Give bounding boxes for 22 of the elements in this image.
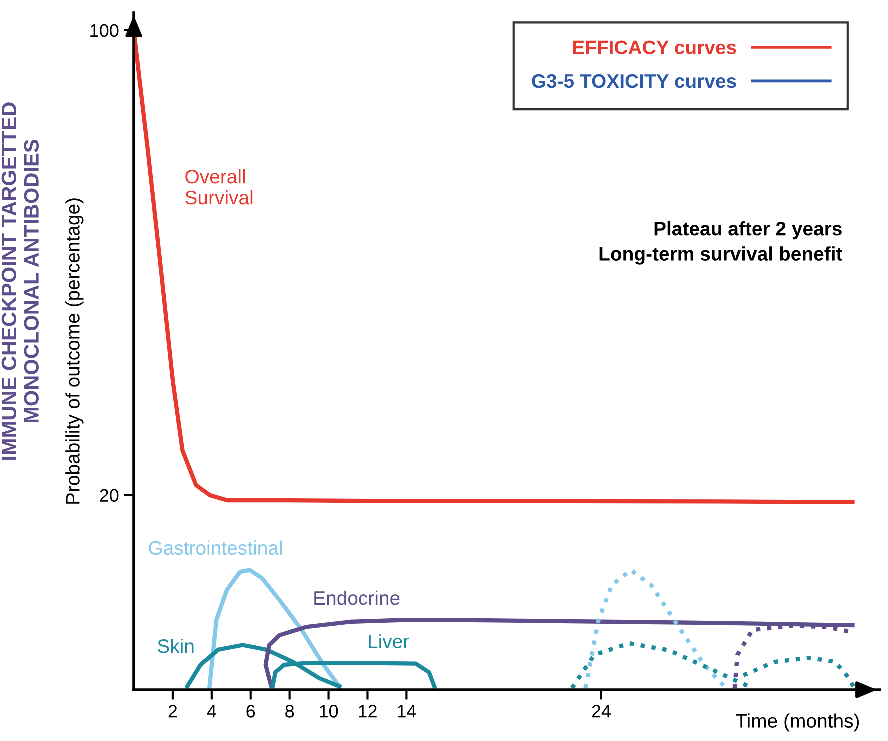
text: IMMUNE CHECKPOINT TARGETTED MONOCLONAL ANTIBODIES <box>2 102 40 460</box>
x-axis-title: Time (months) <box>736 714 860 732</box>
y-tick-label: 20 <box>100 489 119 502</box>
y-tick-label: 100 <box>90 24 119 38</box>
y-axis-title: Probability of outcome (percentage) <box>66 198 84 504</box>
series-label: Overall Survival <box>186 169 253 205</box>
legend-label: EFFICACY curves <box>573 40 736 55</box>
x-tick-label: 4 <box>207 705 216 718</box>
x-tick-label: 2 <box>168 705 178 718</box>
line-series <box>264 618 855 688</box>
x-tick-label: 12 <box>359 705 377 718</box>
x-tick-label: 10 <box>320 705 338 718</box>
x-tick-label: 24 <box>592 705 611 718</box>
legend-label: G3-5 TOXICITY curves <box>532 74 736 88</box>
x-tick-label: 14 <box>398 705 416 718</box>
annotation: Plateau after 2 years Long-term survival benefit <box>600 221 842 265</box>
x-tick-label: 6 <box>246 705 256 718</box>
series-label: Liver <box>369 634 410 649</box>
series-label: Gastrointestinal <box>149 540 282 556</box>
series-label: Skin <box>158 638 194 654</box>
series-label: Endocrine <box>314 590 400 606</box>
x-tick-label: 8 <box>286 705 294 718</box>
